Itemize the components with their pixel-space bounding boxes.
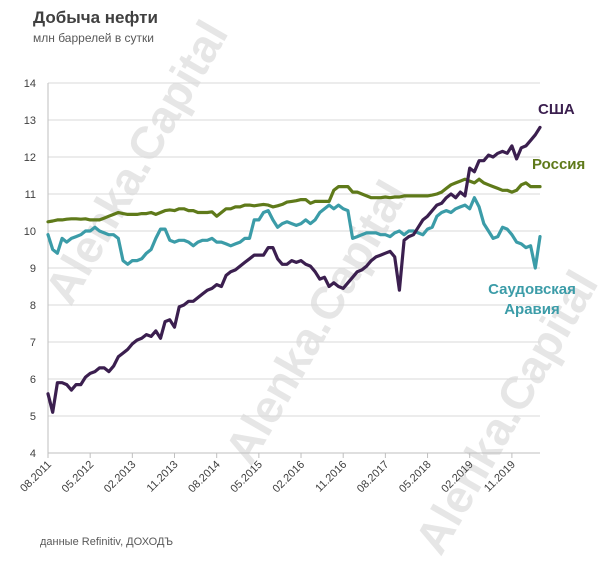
x-tick-label: 11.2016 (313, 459, 349, 495)
x-tick-label: 05.2012 (60, 459, 97, 496)
gridlines (47, 82, 540, 454)
x-tick-label: 08.2014 (186, 459, 223, 496)
source-note: данные Refinitiv, ДОХОДЪ (40, 536, 174, 548)
series-lines (46, 125, 542, 414)
series-labels: США Россия Саудовская Аравия (488, 101, 585, 318)
y-tick-label: 4 (30, 448, 36, 460)
y-tick-label: 9 (30, 263, 36, 275)
y-tick-label: 11 (25, 189, 36, 201)
y-tick-label: 5 (30, 411, 36, 423)
chart-title: Добыча нефти (33, 8, 158, 27)
series-line-0 (46, 125, 542, 414)
series-label-0: США (538, 101, 575, 118)
series-line-2 (46, 196, 542, 270)
x-tick-label: 08.2011 (18, 459, 54, 495)
x-tick-label: 08.2017 (355, 459, 392, 496)
watermark-0: Alenka.Capital (34, 12, 238, 313)
y-tick-label: 10 (24, 226, 36, 238)
x-tick-label: 02.2016 (271, 459, 308, 496)
y-tick-label: 7 (30, 337, 36, 349)
series-line-1 (46, 177, 542, 224)
x-tick-label: 02.2013 (102, 459, 139, 496)
x-tick-label: 05.2018 (397, 459, 434, 496)
series-label-1: Россия (532, 156, 585, 173)
series-label-2: Саудовская Аравия (488, 281, 576, 318)
y-tick-label: 14 (24, 78, 36, 90)
y-tick-label: 12 (24, 152, 36, 164)
x-tick-label: 11.2013 (145, 459, 181, 495)
chart-subtitle: млн баррелей в сутки (33, 31, 154, 45)
y-axis: 4 5 6 7 8 9 10 11 12 13 14 (24, 78, 36, 460)
y-tick-label: 13 (24, 115, 36, 127)
y-tick-label: 6 (30, 374, 36, 386)
y-tick-label: 8 (30, 300, 36, 312)
